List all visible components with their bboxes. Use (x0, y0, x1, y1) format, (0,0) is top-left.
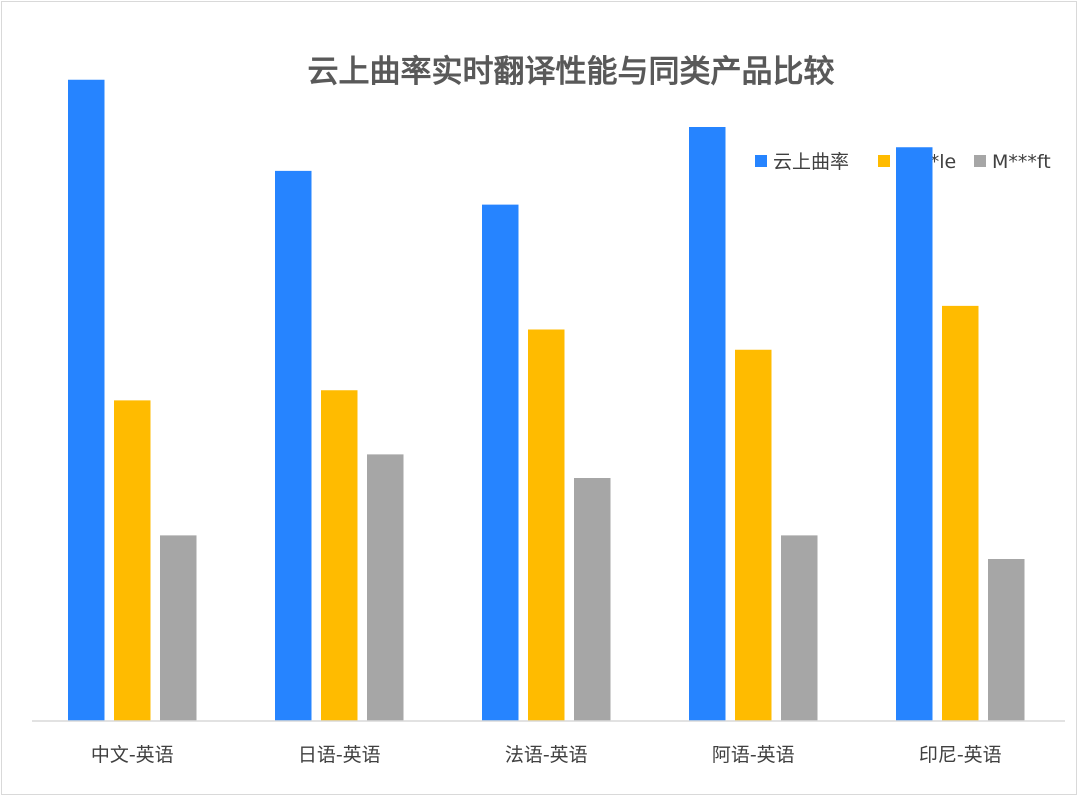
legend-swatch-3 (974, 155, 986, 167)
bar-series-2-2 (321, 390, 358, 721)
bar-series-1-1 (68, 79, 105, 721)
bar-series-3-1 (160, 535, 197, 721)
bar-series-2-1 (114, 400, 151, 721)
bar-series-1-3 (482, 204, 519, 721)
bar-series-1-2 (275, 170, 312, 721)
bar-series-2-3 (528, 329, 565, 721)
x-tick-label: 印尼-英语 (919, 744, 1002, 766)
x-tick-label: 中文-英语 (91, 744, 174, 766)
chart-title: 云上曲率实时翻译性能与同类产品比较 (308, 54, 835, 90)
x-tick-label: 日语-英语 (298, 744, 381, 766)
legend-label-3: M***ft (992, 151, 1051, 173)
x-tick-label: 阿语-英语 (712, 744, 795, 766)
x-tick-label: 法语-英语 (505, 744, 588, 766)
legend-label-1: 云上曲率 (773, 151, 849, 173)
bar-series-1-5 (896, 147, 933, 721)
legend-swatch-1 (755, 155, 767, 167)
bar-series-3-3 (574, 478, 611, 721)
bar-series-2-5 (942, 305, 979, 721)
bar-series-3-2 (367, 454, 404, 721)
bar-series-2-4 (735, 349, 772, 721)
bar-series-3-5 (988, 559, 1025, 721)
bars-group (68, 79, 1025, 721)
legend-swatch-2 (878, 155, 890, 167)
x-axis-ticks: 中文-英语 日语-英语 法语-英语 阿语-英语 印尼-英语 (91, 744, 1002, 766)
bar-series-1-4 (689, 127, 726, 721)
bar-series-3-4 (781, 535, 818, 721)
